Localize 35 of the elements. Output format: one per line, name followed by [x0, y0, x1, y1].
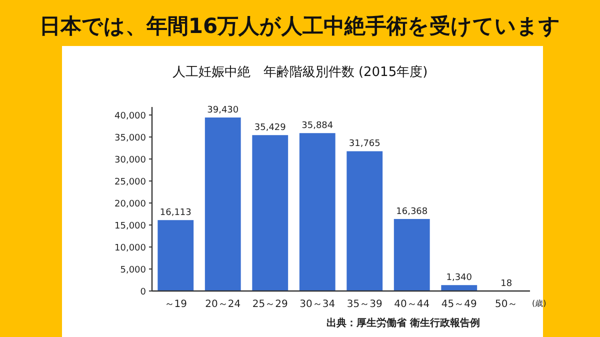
- x-tick-label: 40～44: [394, 299, 430, 310]
- bar: [158, 220, 194, 291]
- y-tick-label: 40,000: [114, 112, 146, 122]
- data-label: 16,368: [396, 206, 428, 217]
- y-tick-label: 5,000: [120, 266, 146, 276]
- data-label: 35,429: [254, 123, 286, 134]
- data-label: 39,430: [207, 106, 239, 116]
- chart-title: 日本では、年間16万人が人工中絶手術を受けています: [39, 14, 561, 38]
- data-label: 1,340: [446, 273, 472, 284]
- y-tick-label: 15,000: [114, 222, 146, 232]
- data-label: 35,884: [302, 121, 334, 132]
- x-tick-label: 30～34: [300, 299, 336, 310]
- bar: [441, 285, 478, 291]
- x-tick-label: 45～49: [441, 299, 477, 310]
- x-tick-label: ～19: [164, 299, 187, 310]
- y-tick-label: 30,000: [114, 156, 146, 166]
- y-tick-label: 35,000: [114, 134, 146, 144]
- y-tick-label: 0: [140, 288, 146, 298]
- bar: [252, 135, 288, 291]
- data-label: 31,765: [348, 139, 380, 150]
- bar: [204, 118, 241, 291]
- y-tick-label: 20,000: [114, 200, 146, 210]
- source-note: 出典：厚生労働省 衛生行政報告例: [326, 317, 480, 329]
- x-tick-label: 50～: [495, 299, 518, 310]
- data-label: 16,113: [160, 208, 192, 218]
- data-label: 18: [500, 278, 512, 289]
- bar: [299, 133, 336, 291]
- chart-subtitle: 人工妊娠中絶 年齢階級別件数 (2015年度): [172, 64, 428, 80]
- x-tick-label: 25～29: [252, 299, 288, 310]
- y-tick-label: 10,000: [114, 244, 146, 254]
- y-tick-label: 25,000: [114, 178, 146, 188]
- bar: [346, 151, 383, 291]
- x-tick-label: 20～24: [205, 299, 241, 310]
- x-tick-label: 35～39: [346, 299, 382, 310]
- bar: [394, 218, 430, 291]
